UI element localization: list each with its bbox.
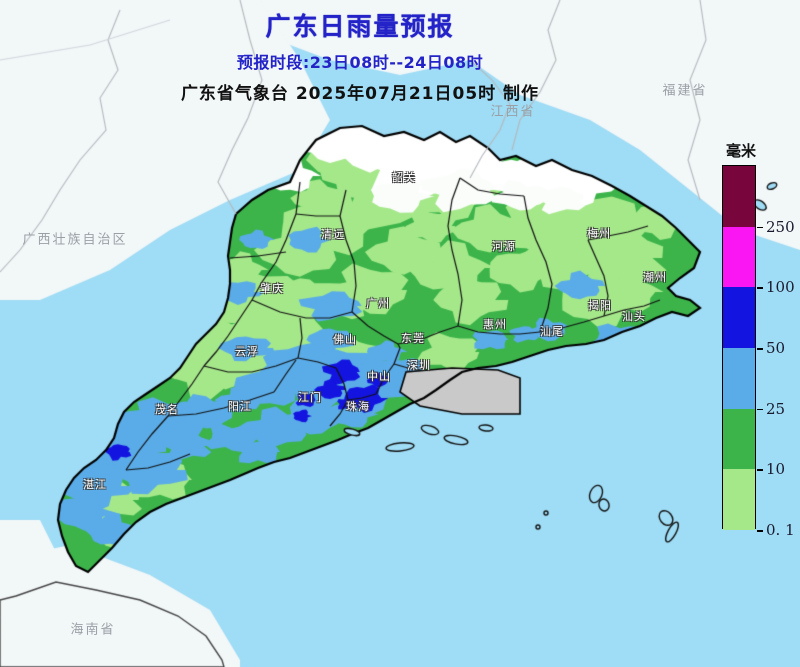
legend-tick: 25 [757, 400, 785, 418]
legend-band [723, 226, 755, 288]
legend-tick: 10 [757, 460, 785, 478]
legend-color-bar: 250 100 50 25 10 0. 1 [722, 165, 795, 539]
legend-band [723, 469, 755, 530]
legend-tick: 50 [757, 339, 785, 357]
legend-tick: 100 [757, 278, 795, 296]
legend: 毫米 250 100 50 25 10 0. 1 [722, 140, 798, 539]
legend-band [723, 166, 755, 227]
legend-tick: 250 [757, 218, 795, 236]
legend-band [723, 347, 755, 409]
legend-tick: 0. 1 [757, 521, 795, 539]
legend-band [723, 408, 755, 470]
legend-tick-labels: 250 100 50 25 10 0. 1 [757, 166, 800, 539]
legend-band [723, 287, 755, 348]
legend-unit-label: 毫米 [726, 142, 757, 160]
